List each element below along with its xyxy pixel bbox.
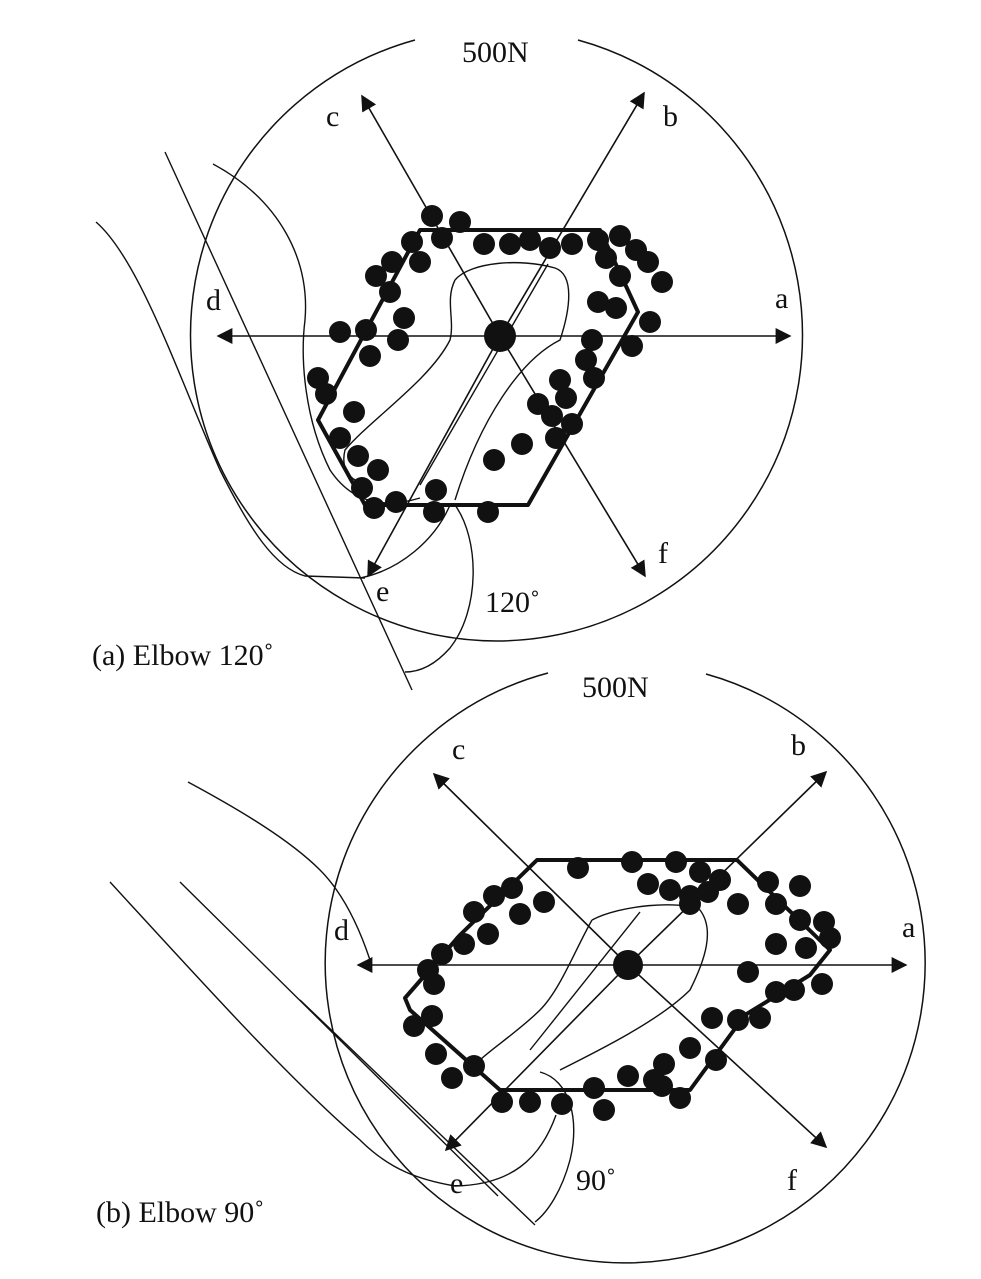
direction-label-b-d: d [334,914,349,947]
angle-arc-b [534,1071,575,1223]
axis-b-e [499,91,645,337]
force-points-b [403,851,841,1121]
axis-e [367,335,501,578]
direction-label-a-c: c [326,100,339,133]
figure-b: 500N a b c d e f 90˚ [96,671,926,1264]
scale-label-b: 500N [582,671,649,704]
axis-b-e [444,964,629,1152]
force-points-a [307,205,673,523]
axis-f [499,335,646,578]
direction-label-a-d: d [206,284,221,317]
angle-label-a: 120˚ [485,586,540,619]
scale-label-a: 500N [462,36,529,69]
direction-label-b-b: b [791,729,806,762]
axis-b-c [432,772,629,966]
direction-label-b-c: c [452,733,465,766]
force-circle-a [189,39,804,642]
direction-label-a-f: f [658,537,668,570]
direction-label-b-f: f [787,1164,797,1197]
figure-a: 500N a b c d e f 120˚ [92,36,804,691]
direction-label-b-a: a [902,911,915,944]
angle-arc-a [404,504,474,673]
direction-label-a-b: b [663,100,678,133]
axis-b-f [627,964,828,1149]
caption-b: (b) Elbow 90˚ [96,1196,264,1229]
caption-a: (a) Elbow 120˚ [92,639,274,672]
direction-label-a-a: a [775,282,788,315]
direction-label-a-e: e [376,575,389,608]
force-circle-b [324,672,926,1264]
direction-label-b-e: e [450,1167,463,1200]
arm-outline-b [109,781,708,1226]
direction-axes-b [356,770,908,1152]
angle-label-b: 90˚ [576,1164,616,1197]
axis-b-b [627,770,828,966]
